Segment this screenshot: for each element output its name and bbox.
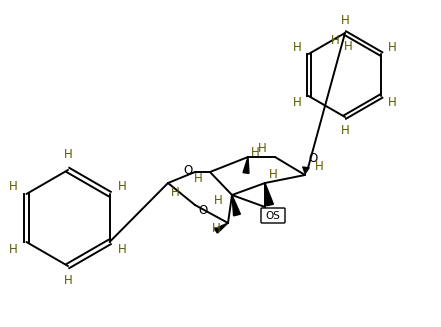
FancyBboxPatch shape <box>261 208 285 223</box>
Text: O: O <box>198 203 208 216</box>
Polygon shape <box>232 195 240 216</box>
Text: H: H <box>9 243 18 256</box>
Text: H: H <box>293 96 302 109</box>
Text: H: H <box>258 143 266 156</box>
Text: O: O <box>308 151 318 164</box>
Text: H: H <box>64 148 72 162</box>
Text: H: H <box>340 13 349 26</box>
Text: O: O <box>183 164 193 177</box>
Text: H: H <box>314 161 323 174</box>
Text: H: H <box>171 186 179 199</box>
Text: H: H <box>250 146 259 159</box>
Polygon shape <box>243 157 249 173</box>
Text: H: H <box>388 96 397 109</box>
Text: H: H <box>194 173 202 185</box>
Text: H: H <box>344 41 352 54</box>
Text: H: H <box>118 243 127 256</box>
Text: H: H <box>269 168 277 181</box>
Text: OS: OS <box>265 211 280 221</box>
Polygon shape <box>215 223 228 233</box>
Text: H: H <box>293 41 302 54</box>
Polygon shape <box>265 183 273 206</box>
Text: H: H <box>64 274 72 287</box>
Text: H: H <box>388 41 397 54</box>
Text: H: H <box>212 222 220 235</box>
Text: H: H <box>340 124 349 136</box>
Text: H: H <box>213 194 222 206</box>
Text: H: H <box>118 180 127 193</box>
Text: H: H <box>331 35 340 47</box>
Text: H: H <box>9 180 18 193</box>
